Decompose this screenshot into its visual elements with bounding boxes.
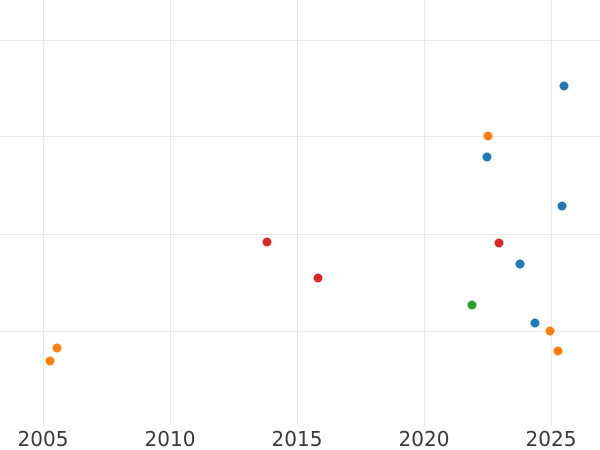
horizontal-gridline	[0, 331, 600, 332]
vertical-gridline	[551, 0, 552, 426]
x-axis-tick-label: 2020	[398, 427, 450, 450]
scatter-point-red	[262, 237, 272, 247]
scatter-point-orange	[483, 131, 493, 141]
vertical-gridline	[43, 0, 44, 426]
scatter-point-orange	[52, 343, 62, 353]
scatter-point-green	[467, 300, 477, 310]
scatter-point-orange	[45, 356, 55, 366]
vertical-gridline	[170, 0, 171, 426]
x-axis-tick-label: 2010	[144, 427, 196, 450]
x-axis-tick-label: 2015	[271, 427, 323, 450]
horizontal-gridline	[0, 40, 600, 41]
scatter-point-blue	[482, 152, 492, 162]
scatter-point-blue	[557, 201, 567, 211]
horizontal-gridline	[0, 234, 600, 235]
horizontal-gridline	[0, 136, 600, 137]
scatter-point-orange	[553, 346, 563, 356]
scatter-point-orange	[545, 326, 555, 336]
scatter-point-blue	[530, 318, 540, 328]
scatter-point-blue	[559, 81, 569, 91]
vertical-gridline	[297, 0, 298, 426]
x-axis-tick-label: 2025	[525, 427, 577, 450]
scatter-point-red	[313, 273, 323, 283]
scatter-point-blue	[515, 259, 525, 269]
scatter-point-red	[494, 238, 504, 248]
vertical-gridline	[424, 0, 425, 426]
x-axis-tick-label: 2005	[17, 427, 69, 450]
